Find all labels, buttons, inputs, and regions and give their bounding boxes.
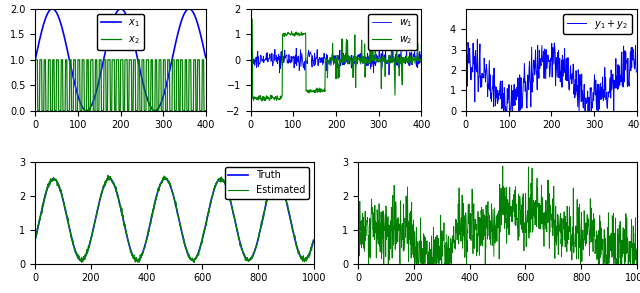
Legend: Truth, Estimated: Truth, Estimated [225,167,309,199]
Legend: $y_1 + y_2$: $y_1 + y_2$ [563,14,632,35]
Legend: $x_1$, $x_2$: $x_1$, $x_2$ [97,14,144,50]
Legend: $w_1$, $w_2$: $w_1$, $w_2$ [368,14,417,50]
